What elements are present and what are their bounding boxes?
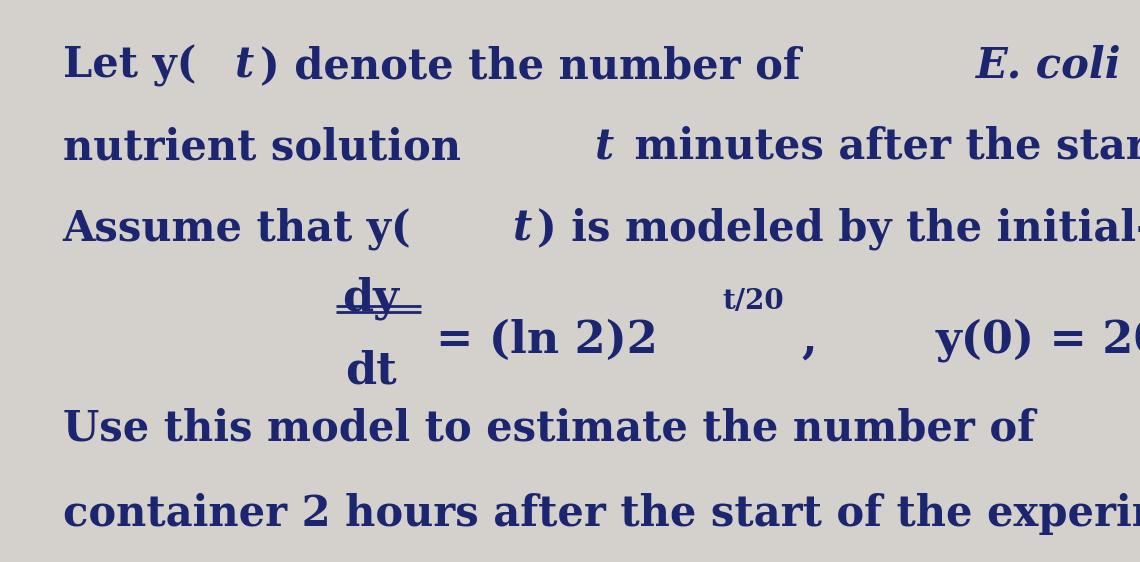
- Text: t: t: [235, 45, 254, 87]
- Text: dt: dt: [345, 350, 397, 392]
- Text: container 2 hours after the start of the experiment.: container 2 hours after the start of the…: [63, 493, 1140, 535]
- Text: t/20: t/20: [722, 288, 783, 315]
- Text: E. coli: E. coli: [976, 45, 1122, 87]
- Text: Let y(: Let y(: [63, 45, 196, 87]
- Text: ) denote the number of: ) denote the number of: [260, 45, 815, 87]
- Text: Use this model to estimate the number of: Use this model to estimate the number of: [63, 407, 1049, 450]
- Text: t: t: [595, 126, 614, 169]
- Text: ,: ,: [801, 319, 817, 361]
- Text: minutes after the start of an experiment.: minutes after the start of an experiment…: [620, 126, 1140, 169]
- Text: nutrient solution: nutrient solution: [63, 126, 475, 169]
- Text: ) is modeled by the initial-value problem: ) is modeled by the initial-value proble…: [537, 208, 1140, 251]
- Text: dy: dy: [342, 277, 399, 320]
- Text: t: t: [513, 208, 531, 250]
- Text: Assume that y(: Assume that y(: [63, 208, 412, 251]
- Text: y(0) = 20: y(0) = 20: [936, 319, 1140, 362]
- Text: = (ln 2)2: = (ln 2)2: [435, 319, 658, 361]
